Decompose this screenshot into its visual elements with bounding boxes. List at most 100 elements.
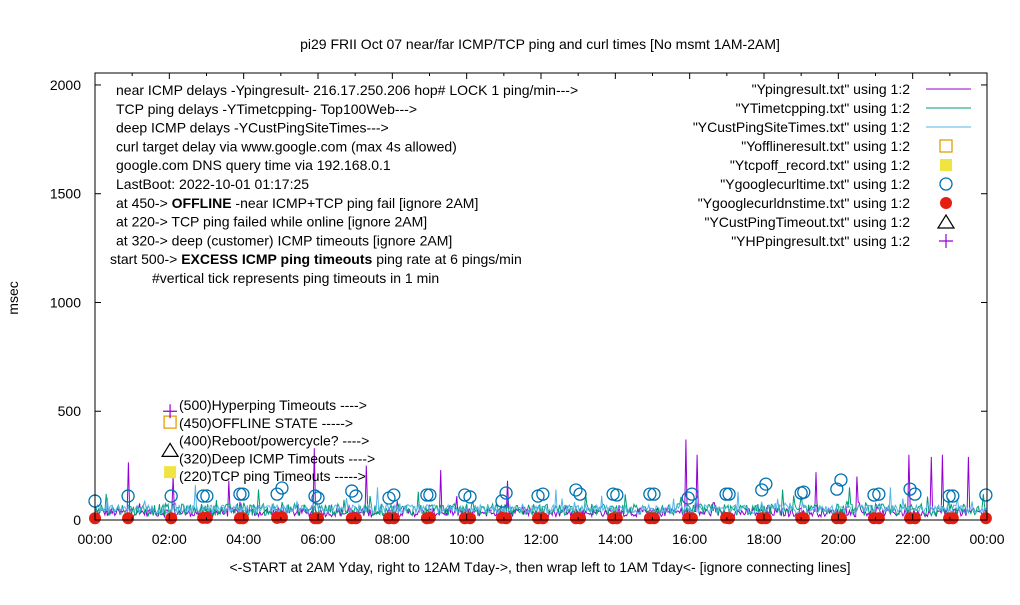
circle-marker [939,177,953,191]
circle-marker [834,473,848,487]
y-tick-label: 1500 [50,186,81,202]
circle-marker [722,487,736,501]
legend-key [936,213,956,229]
data-point [200,489,214,503]
data-point [122,512,135,525]
circle-marker [275,481,289,495]
data-point [908,487,922,501]
annotation-text: at 220-> TCP ping failed while online [i… [116,214,427,230]
data-point [569,483,583,497]
circle-marker [946,489,960,503]
circle-marker [647,487,661,501]
circle-marker [121,489,135,503]
data-point [536,512,549,525]
data-point [164,489,178,503]
legend-label: "YCustPingSiteTimes.txt" using 1:2 [693,119,910,135]
circle-marker [200,489,214,503]
annotation-text: curl target delay via www.google.com (ma… [116,138,457,154]
data-point [872,487,886,501]
data-point [908,512,921,525]
dot-marker [834,512,847,525]
circle-marker [495,494,509,508]
circle-marker [685,487,699,501]
plus-marker [939,234,953,248]
annotation-text: near ICMP delays -Ypingresult- 216.17.25… [116,82,578,98]
circle-marker [759,477,773,491]
legend-key [939,234,953,248]
data-point [196,489,210,503]
legend-key [940,159,952,171]
annotation-bold: EXCESS ICMP ping timeouts [181,251,372,267]
data-point [946,489,960,503]
circle-marker [830,482,844,496]
dot-marker [946,512,959,525]
data-point [536,487,550,501]
legend-label: "Ytcpoff_record.txt" using 1:2 [730,157,910,173]
chart-title: pi29 FRII Oct 07 near/far ICMP/TCP ping … [300,36,780,52]
dot-marker [464,512,477,525]
data-point [903,482,917,496]
plot-frame [94,72,988,521]
data-point [500,512,513,525]
annotation-text: start 500-> [110,251,181,267]
x-tick-label: 12:00 [523,531,558,547]
circle-marker [681,491,695,505]
dot-marker [500,512,513,525]
data-point [942,489,956,503]
data-point [233,487,247,501]
data-point [464,512,477,525]
data-point [236,512,249,525]
marker-label: (220)TCP ping Timeouts -----> [179,468,366,484]
dot-marker [797,512,810,525]
data-point [236,487,250,501]
legend-key [939,177,953,191]
x-tick-label: 04:00 [226,531,261,547]
dot-marker [349,512,362,525]
data-point [574,512,587,525]
data-point [723,512,736,525]
annotation-line: at 450-> OFFLINE -near ICMP+TCP ping fai… [116,195,478,211]
dot-marker [872,512,885,525]
annotation-text: LastBoot: 2022-10-01 01:17:25 [116,176,309,192]
marker-label: (450)OFFLINE STATE -----> [179,415,353,431]
data-point [495,494,509,508]
circle-marker [463,490,477,504]
x-tick-label: 08:00 [375,531,410,547]
square-marker [164,466,177,479]
legend-key [939,139,953,153]
data-point [275,481,289,495]
circle-marker [423,488,437,502]
annotation-text: -near ICMP+TCP ping fail [ignore 2AM] [232,195,479,211]
data-point [759,512,772,525]
data-point [349,512,362,525]
data-point [719,487,733,501]
circle-marker [903,482,917,496]
data-point [573,487,587,501]
x-tick-label: 06:00 [300,531,335,547]
data-point [387,488,401,502]
dot-marker [647,512,660,525]
data-point [420,488,434,502]
annotation-line: start 500-> EXCESS ICMP ping timeouts pi… [110,251,522,267]
legend-label: "YHPpingresult.txt" using 1:2 [731,233,910,249]
series-line-2 [94,485,987,516]
annotation-text: at 450-> [116,195,172,211]
data-point [647,512,660,525]
circle-marker [196,489,210,503]
annotation-line: deep ICMP delays -YCustPingSiteTimes---> [116,120,389,136]
circle-marker [233,487,247,501]
legend-label: "Ypingresult.txt" using 1:2 [752,81,911,97]
annotation-text: deep ICMP delays -YCustPingSiteTimes---> [116,120,389,136]
legend-label: "YCustPingTimeout.txt" using 1:2 [704,214,910,230]
circle-marker [610,488,624,502]
x-tick-label: 00:00 [969,531,1004,547]
data-point [722,487,736,501]
data-point [164,466,177,479]
data-point [872,512,885,525]
annotation-text: #vertical tick represents ping timeouts … [152,270,439,286]
data-point [946,512,959,525]
annotation-line: near ICMP delays -Ypingresult- 216.17.25… [116,82,578,98]
data-point [610,512,623,525]
data-point [685,512,698,525]
dot-marker [940,197,952,209]
